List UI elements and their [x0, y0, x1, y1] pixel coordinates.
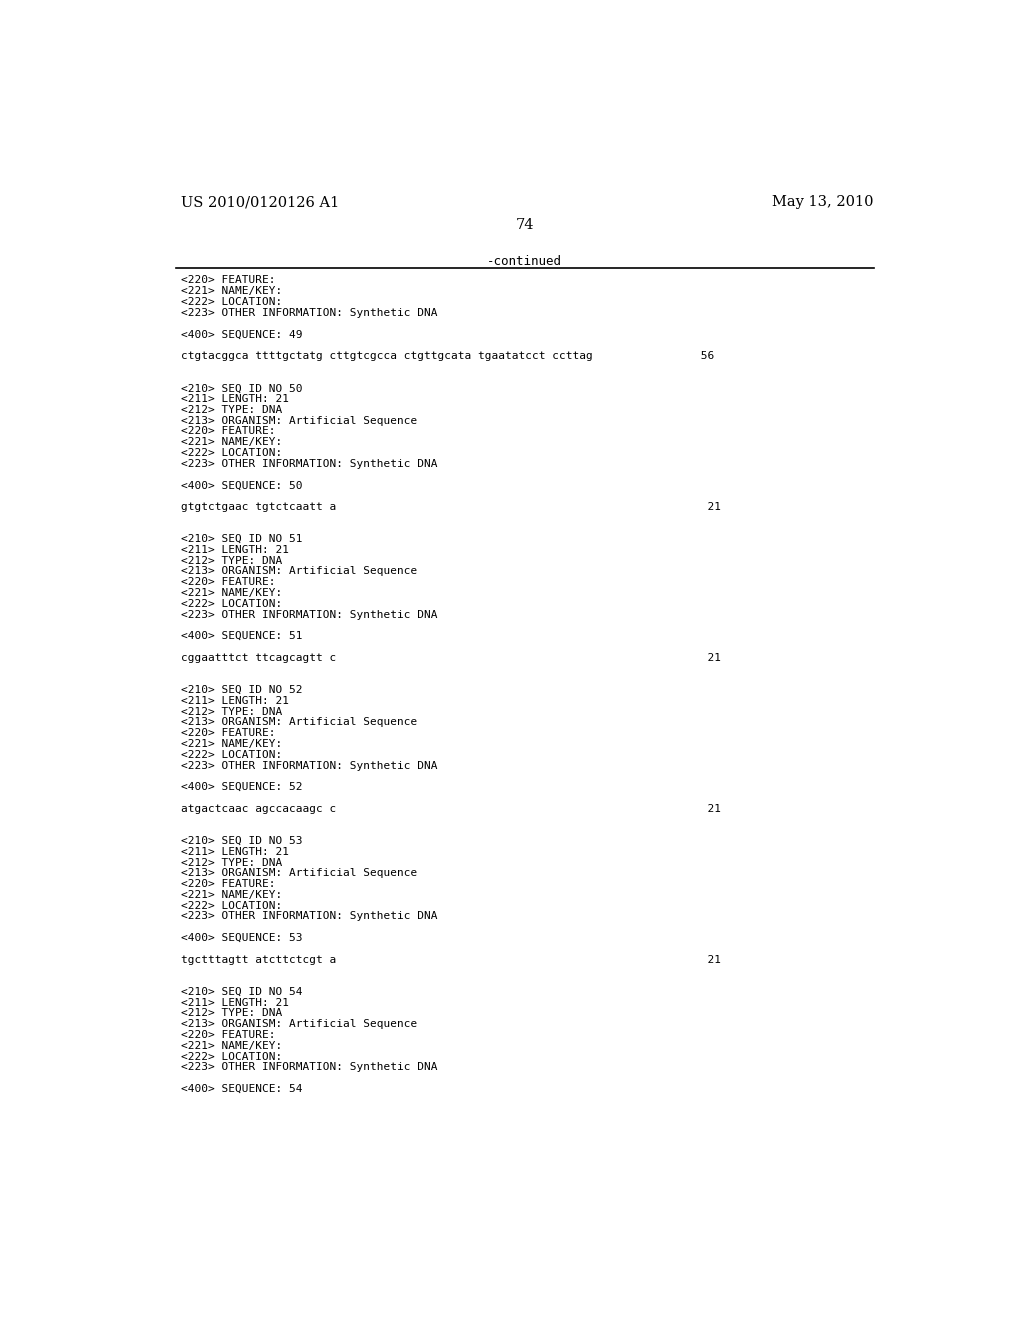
- Text: <223> OTHER INFORMATION: Synthetic DNA: <223> OTHER INFORMATION: Synthetic DNA: [180, 1063, 437, 1072]
- Text: <400> SEQUENCE: 52: <400> SEQUENCE: 52: [180, 781, 302, 792]
- Text: <223> OTHER INFORMATION: Synthetic DNA: <223> OTHER INFORMATION: Synthetic DNA: [180, 760, 437, 771]
- Text: <212> TYPE: DNA: <212> TYPE: DNA: [180, 858, 282, 867]
- Text: <211> LENGTH: 21: <211> LENGTH: 21: [180, 696, 289, 706]
- Text: <212> TYPE: DNA: <212> TYPE: DNA: [180, 556, 282, 566]
- Text: <223> OTHER INFORMATION: Synthetic DNA: <223> OTHER INFORMATION: Synthetic DNA: [180, 459, 437, 469]
- Text: <400> SEQUENCE: 51: <400> SEQUENCE: 51: [180, 631, 302, 642]
- Text: tgctttagtt atcttctcgt a                                                       21: tgctttagtt atcttctcgt a 21: [180, 954, 721, 965]
- Text: <210> SEQ ID NO 51: <210> SEQ ID NO 51: [180, 535, 302, 544]
- Text: <220> FEATURE:: <220> FEATURE:: [180, 1030, 275, 1040]
- Text: <221> NAME/KEY:: <221> NAME/KEY:: [180, 1040, 282, 1051]
- Text: cggaatttct ttcagcagtt c                                                       21: cggaatttct ttcagcagtt c 21: [180, 653, 721, 663]
- Text: <400> SEQUENCE: 54: <400> SEQUENCE: 54: [180, 1084, 302, 1094]
- Text: atgactcaac agccacaagc c                                                       21: atgactcaac agccacaagc c 21: [180, 804, 721, 813]
- Text: <400> SEQUENCE: 49: <400> SEQUENCE: 49: [180, 330, 302, 339]
- Text: <223> OTHER INFORMATION: Synthetic DNA: <223> OTHER INFORMATION: Synthetic DNA: [180, 610, 437, 619]
- Text: <210> SEQ ID NO 53: <210> SEQ ID NO 53: [180, 836, 302, 846]
- Text: <211> LENGTH: 21: <211> LENGTH: 21: [180, 545, 289, 554]
- Text: <221> NAME/KEY:: <221> NAME/KEY:: [180, 437, 282, 447]
- Text: <212> TYPE: DNA: <212> TYPE: DNA: [180, 706, 282, 717]
- Text: <213> ORGANISM: Artificial Sequence: <213> ORGANISM: Artificial Sequence: [180, 869, 417, 878]
- Text: <220> FEATURE:: <220> FEATURE:: [180, 577, 275, 587]
- Text: <220> FEATURE:: <220> FEATURE:: [180, 729, 275, 738]
- Text: -continued: -continued: [487, 255, 562, 268]
- Text: <221> NAME/KEY:: <221> NAME/KEY:: [180, 739, 282, 748]
- Text: <211> LENGTH: 21: <211> LENGTH: 21: [180, 847, 289, 857]
- Text: <223> OTHER INFORMATION: Synthetic DNA: <223> OTHER INFORMATION: Synthetic DNA: [180, 308, 437, 318]
- Text: <222> LOCATION:: <222> LOCATION:: [180, 297, 282, 308]
- Text: May 13, 2010: May 13, 2010: [772, 195, 873, 210]
- Text: <213> ORGANISM: Artificial Sequence: <213> ORGANISM: Artificial Sequence: [180, 566, 417, 577]
- Text: <400> SEQUENCE: 53: <400> SEQUENCE: 53: [180, 933, 302, 942]
- Text: <212> TYPE: DNA: <212> TYPE: DNA: [180, 405, 282, 414]
- Text: <211> LENGTH: 21: <211> LENGTH: 21: [180, 998, 289, 1007]
- Text: <212> TYPE: DNA: <212> TYPE: DNA: [180, 1008, 282, 1019]
- Text: US 2010/0120126 A1: US 2010/0120126 A1: [180, 195, 339, 210]
- Text: <222> LOCATION:: <222> LOCATION:: [180, 447, 282, 458]
- Text: <210> SEQ ID NO 52: <210> SEQ ID NO 52: [180, 685, 302, 696]
- Text: <213> ORGANISM: Artificial Sequence: <213> ORGANISM: Artificial Sequence: [180, 1019, 417, 1030]
- Text: <221> NAME/KEY:: <221> NAME/KEY:: [180, 890, 282, 900]
- Text: 74: 74: [515, 218, 535, 232]
- Text: <213> ORGANISM: Artificial Sequence: <213> ORGANISM: Artificial Sequence: [180, 416, 417, 425]
- Text: <211> LENGTH: 21: <211> LENGTH: 21: [180, 395, 289, 404]
- Text: <221> NAME/KEY:: <221> NAME/KEY:: [180, 589, 282, 598]
- Text: <400> SEQUENCE: 50: <400> SEQUENCE: 50: [180, 480, 302, 490]
- Text: <222> LOCATION:: <222> LOCATION:: [180, 900, 282, 911]
- Text: <220> FEATURE:: <220> FEATURE:: [180, 276, 275, 285]
- Text: <210> SEQ ID NO 50: <210> SEQ ID NO 50: [180, 383, 302, 393]
- Text: <223> OTHER INFORMATION: Synthetic DNA: <223> OTHER INFORMATION: Synthetic DNA: [180, 911, 437, 921]
- Text: gtgtctgaac tgtctcaatt a                                                       21: gtgtctgaac tgtctcaatt a 21: [180, 502, 721, 512]
- Text: ctgtacggca ttttgctatg cttgtcgcca ctgttgcata tgaatatcct ccttag                56: ctgtacggca ttttgctatg cttgtcgcca ctgttgc…: [180, 351, 714, 360]
- Text: <222> LOCATION:: <222> LOCATION:: [180, 750, 282, 760]
- Text: <210> SEQ ID NO 54: <210> SEQ ID NO 54: [180, 987, 302, 997]
- Text: <222> LOCATION:: <222> LOCATION:: [180, 1052, 282, 1061]
- Text: <220> FEATURE:: <220> FEATURE:: [180, 426, 275, 437]
- Text: <222> LOCATION:: <222> LOCATION:: [180, 599, 282, 609]
- Text: <213> ORGANISM: Artificial Sequence: <213> ORGANISM: Artificial Sequence: [180, 718, 417, 727]
- Text: <220> FEATURE:: <220> FEATURE:: [180, 879, 275, 890]
- Text: <221> NAME/KEY:: <221> NAME/KEY:: [180, 286, 282, 296]
